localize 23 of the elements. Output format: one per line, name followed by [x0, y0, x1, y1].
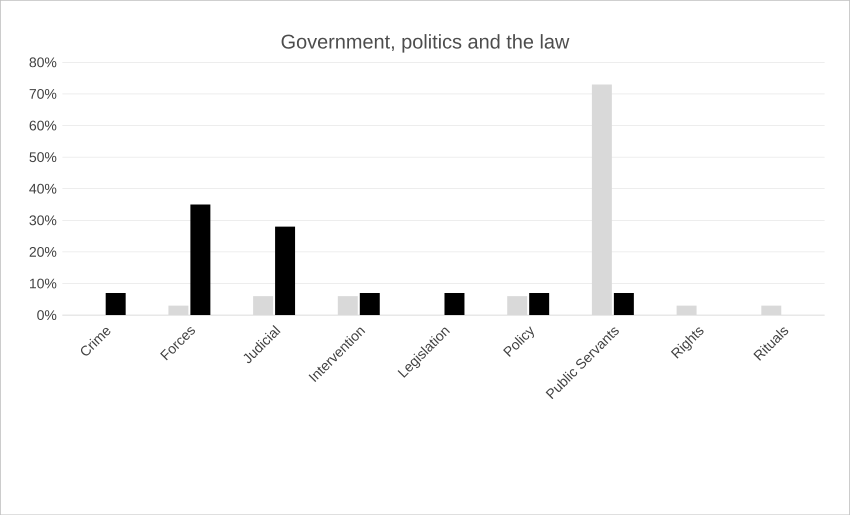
y-tick-label: 60% [30, 120, 56, 130]
bar [338, 296, 358, 315]
bar [106, 292, 126, 315]
bar [676, 305, 697, 315]
y-tick-label: 20% [30, 246, 56, 257]
y-tick-label: 30% [29, 215, 56, 226]
y-tick-label: 70% [30, 88, 56, 99]
bar [614, 292, 634, 315]
bar [275, 226, 296, 315]
y-tick-label: 0% [37, 310, 56, 320]
y-tick-label: 40% [29, 184, 56, 194]
bar [529, 292, 550, 315]
bar [168, 305, 188, 315]
bar [253, 296, 274, 315]
chart-title: Government, politics and the law [282, 34, 570, 52]
y-tick-label: 50% [30, 152, 56, 162]
bar [507, 296, 528, 315]
bar [190, 204, 210, 315]
bar [444, 292, 464, 315]
y-tick-label: 10% [30, 278, 56, 288]
bar [360, 292, 380, 315]
y-tick-label: 80% [30, 57, 56, 68]
bar [761, 305, 782, 315]
